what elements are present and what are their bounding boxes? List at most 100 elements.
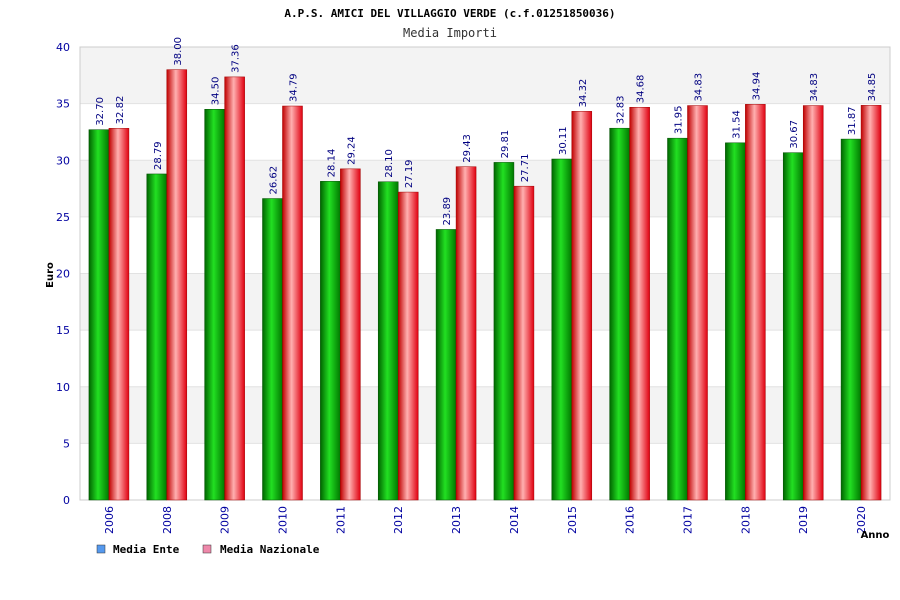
- y-tick-label: 35: [56, 98, 70, 111]
- x-axis: 2006 2008 2009 2010 2011 2012 2013 2014 2015 2016…: [103, 506, 868, 534]
- bar-media-nazionale: [166, 69, 188, 501]
- bar-media-ente: [262, 198, 283, 501]
- grid-band: [80, 103, 890, 161]
- y-tick-label: 25: [56, 211, 70, 224]
- x-tick-label: 2020: [855, 506, 868, 534]
- bar-media-ente: [204, 109, 225, 501]
- value-label: 34.79: [289, 73, 300, 102]
- bar-media-ente: [551, 158, 573, 501]
- bar-media-ente: [840, 138, 862, 501]
- grid-band: [80, 443, 890, 500]
- y-axis: 0 5 10 15 20 25 30 35 40: [56, 41, 70, 507]
- chart-subtitle: Media Importi: [403, 26, 497, 40]
- bar-media-ente: [493, 162, 515, 501]
- value-label: 34.85: [867, 73, 878, 102]
- y-axis-label: Euro: [45, 262, 56, 288]
- value-label: 32.83: [616, 96, 627, 125]
- y-tick-label: 30: [56, 154, 70, 167]
- grid-band: [80, 47, 890, 104]
- value-label: 34.32: [578, 79, 589, 108]
- x-tick-label: 2013: [450, 506, 463, 534]
- grid-band: [80, 386, 890, 444]
- x-tick-label: 2006: [103, 506, 116, 534]
- x-tick-label: 2010: [277, 506, 290, 534]
- bar-media-ente: [609, 127, 630, 501]
- bar-media-nazionale: [802, 105, 824, 501]
- bar-media-nazionale: [455, 166, 477, 501]
- value-label: 34.68: [636, 75, 647, 104]
- grid-band: [80, 216, 890, 274]
- y-tick-label: 20: [56, 268, 70, 281]
- value-label: 23.89: [442, 197, 453, 226]
- value-label: 34.50: [211, 77, 222, 106]
- bar-media-nazionale: [571, 111, 593, 501]
- value-label: 38.00: [173, 37, 184, 66]
- grid-bands: [80, 46, 890, 501]
- bar-media-ente: [667, 137, 688, 501]
- value-label: 31.54: [731, 110, 742, 139]
- x-tick-label: 2017: [682, 506, 695, 534]
- legend-label-ente: Media Ente: [113, 543, 180, 556]
- bar-media-nazionale: [513, 185, 535, 501]
- value-label: 34.83: [809, 73, 820, 102]
- x-tick-label: 2009: [219, 506, 232, 534]
- bar-media-ente: [435, 229, 457, 501]
- legend-swatch-ente: [96, 544, 106, 554]
- value-label: 27.71: [520, 154, 531, 183]
- bar-media-nazionale: [397, 191, 419, 501]
- value-labels: 32.70 32.82 28.79 38.00 34.50 37.36 26.62 34.79…: [95, 37, 878, 225]
- bar-media-ente: [88, 129, 110, 501]
- value-label: 32.82: [115, 96, 126, 125]
- value-label: 32.70: [95, 97, 106, 126]
- x-tick-label: 2015: [566, 506, 579, 534]
- legend-swatch-nazionale: [202, 544, 212, 554]
- x-tick-label: 2019: [797, 506, 810, 534]
- bar-media-ente: [782, 152, 804, 501]
- value-label: 29.24: [346, 136, 357, 165]
- y-tick-label: 10: [56, 381, 70, 394]
- value-label: 30.67: [789, 120, 800, 149]
- x-tick-label: 2011: [334, 506, 347, 534]
- bar-media-nazionale: [340, 168, 361, 501]
- x-axis-label: Anno: [861, 530, 890, 541]
- bar-media-nazionale: [629, 106, 650, 501]
- value-label: 27.19: [404, 159, 415, 188]
- y-tick-label: 5: [63, 437, 70, 450]
- value-label: 28.79: [153, 141, 164, 170]
- value-label: 29.43: [462, 134, 473, 163]
- value-label: 28.14: [326, 149, 337, 178]
- bar-media-ente: [146, 173, 168, 501]
- grid-band: [80, 160, 890, 217]
- bar-media-nazionale: [108, 128, 130, 501]
- value-label: 34.83: [694, 73, 705, 102]
- value-label: 37.36: [231, 44, 242, 73]
- legend-label-nazionale: Media Nazionale: [220, 543, 320, 556]
- bar-media-nazionale: [860, 105, 882, 501]
- bar-media-nazionale: [745, 104, 766, 501]
- bars-group: [88, 69, 882, 501]
- value-label: 30.11: [558, 126, 569, 155]
- grid-band: [80, 330, 890, 387]
- bar-media-nazionale: [687, 105, 708, 501]
- y-tick-label: 40: [56, 41, 70, 54]
- x-tick-label: 2014: [508, 506, 521, 534]
- y-tick-label: 15: [56, 324, 70, 337]
- chart-title: A.P.S. AMICI DEL VILLAGGIO VERDE (c.f.01…: [284, 7, 615, 20]
- legend: Media Ente Media Nazionale: [96, 543, 320, 556]
- y-tick-label: 0: [63, 494, 70, 507]
- value-label: 31.95: [674, 106, 685, 135]
- bar-media-nazionale: [282, 105, 303, 501]
- value-label: 26.62: [269, 166, 280, 195]
- grid-band: [80, 273, 890, 331]
- value-label: 34.94: [751, 72, 762, 101]
- value-label: 28.10: [384, 149, 395, 178]
- x-tick-label: 2018: [739, 506, 752, 534]
- x-tick-label: 2008: [161, 506, 174, 534]
- bar-media-ente: [320, 181, 341, 501]
- value-label: 31.87: [847, 106, 858, 135]
- value-label: 29.81: [500, 130, 511, 159]
- bar-media-nazionale: [224, 76, 245, 501]
- bar-media-ente: [725, 142, 746, 501]
- bar-media-ente: [377, 181, 399, 501]
